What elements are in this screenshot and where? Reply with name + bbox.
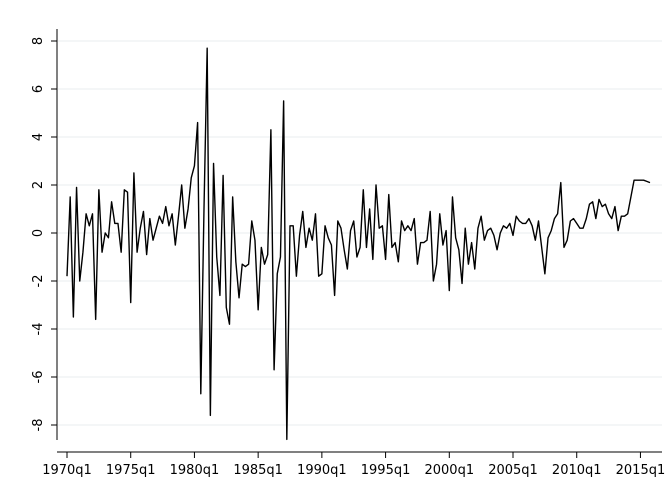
y-tick-label: 8: [31, 37, 46, 45]
x-tick-label: 1985q1: [233, 463, 283, 478]
x-tick-label: 2005q1: [488, 463, 538, 478]
y-tick-label: 2: [31, 181, 46, 189]
x-tick-label: 1975q1: [106, 463, 156, 478]
x-tick-label: 1995q1: [361, 463, 411, 478]
y-tick-label: -2: [31, 275, 46, 288]
y-tick-label: -6: [31, 371, 46, 384]
y-tick-label: -8: [31, 419, 46, 432]
x-tick-label: 1970q1: [42, 463, 92, 478]
x-tick-label: 1990q1: [297, 463, 347, 478]
x-tick-label: 2000q1: [424, 463, 474, 478]
y-tick-label: 6: [31, 85, 46, 93]
series-line: [66, 47, 651, 441]
x-tick-label: 2015q1: [616, 463, 666, 478]
x-tick-label: 2010q1: [552, 463, 602, 478]
y-tick-label: -4: [31, 323, 46, 336]
y-tick-label: 0: [31, 229, 46, 237]
x-tick-label: 1980q1: [170, 463, 220, 478]
y-tick-label: 4: [31, 133, 46, 141]
